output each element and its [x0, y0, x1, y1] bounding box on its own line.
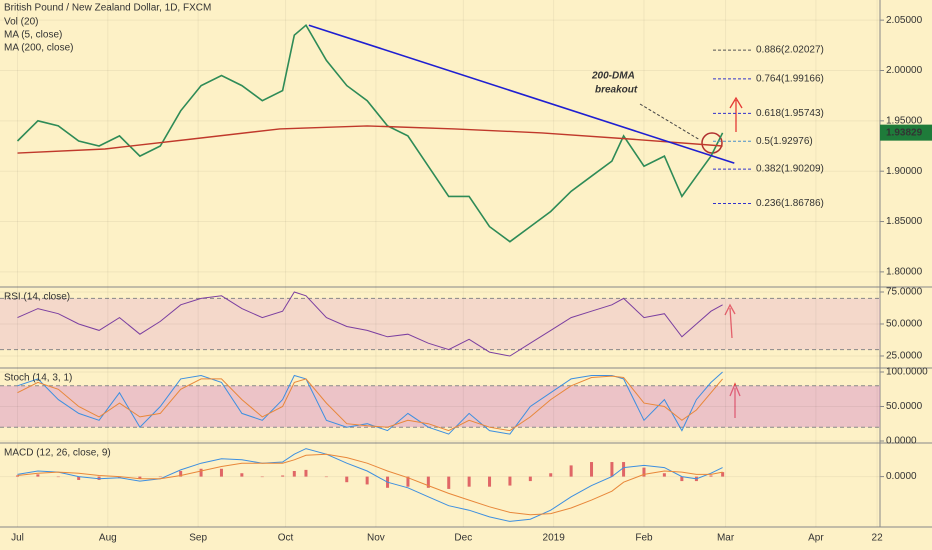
- histogram-bar: [117, 476, 121, 478]
- histogram-bar: [569, 465, 573, 477]
- indicator-label: MA (5, close): [4, 30, 62, 41]
- y-tick-label: 1.80000: [886, 267, 923, 278]
- arrow: [729, 96, 743, 132]
- y-tick-label: 1.95000: [886, 115, 923, 126]
- y-tick-label: 1.90000: [886, 166, 923, 177]
- histogram-bar: [345, 476, 349, 483]
- last-price-label: 1.93829: [886, 127, 923, 138]
- x-tick-label: Aug: [99, 533, 117, 544]
- x-tick-label: Mar: [717, 533, 735, 544]
- x-tick-label: Jul: [11, 533, 24, 544]
- histogram-bar: [97, 476, 101, 480]
- fib-label: 0.382(1.90209): [756, 164, 824, 175]
- histogram-bar: [219, 468, 223, 477]
- y-tick-label: 25.0000: [886, 351, 923, 362]
- x-tick-label: Feb: [635, 533, 653, 544]
- fib-label: 0.764(1.99166): [756, 74, 824, 85]
- histogram-bar: [642, 467, 646, 477]
- y-tick-label: 0.0000: [886, 471, 917, 482]
- arrow: [724, 303, 736, 339]
- histogram-bar: [15, 475, 19, 477]
- dashed-arrow: [639, 103, 701, 141]
- pane-title: British Pound / New Zealand Dollar, 1D, …: [4, 3, 211, 14]
- histogram-bar: [199, 468, 203, 477]
- histogram-bar: [590, 462, 594, 477]
- histogram-bar: [77, 476, 81, 480]
- last-price-box: [880, 124, 932, 141]
- histogram-bar: [260, 476, 264, 478]
- histogram-bar: [365, 476, 369, 485]
- histogram-bar: [549, 473, 553, 477]
- y-tick-label: 0.0000: [886, 436, 917, 447]
- series-line: [16, 23, 724, 243]
- histogram-bar: [324, 476, 328, 478]
- histogram-bar: [680, 476, 684, 482]
- histogram-bar: [138, 476, 142, 479]
- histogram-bar: [292, 471, 296, 477]
- y-tick-label: 2.00000: [886, 65, 923, 76]
- x-tick-label: 22: [872, 533, 884, 544]
- histogram-bar: [56, 476, 60, 478]
- y-tick-label: 50.0000: [886, 401, 923, 412]
- indicator-label: MA (200, close): [4, 43, 73, 54]
- series-line: [17, 453, 723, 516]
- histogram-bar: [240, 473, 244, 477]
- histogram-bar: [281, 475, 285, 477]
- band: [0, 298, 880, 350]
- x-tick-label: Sep: [189, 533, 207, 544]
- x-tick-label: 2019: [543, 533, 566, 544]
- histogram-bar: [610, 462, 614, 477]
- y-tick-label: 1.85000: [886, 216, 923, 227]
- annotation: breakout: [595, 85, 638, 96]
- histogram-bar: [426, 476, 430, 488]
- histogram-bar: [467, 476, 471, 487]
- series-line: [17, 375, 723, 432]
- x-tick-label: Apr: [808, 533, 824, 544]
- series-line: [17, 291, 723, 357]
- fib-label: 0.236(1.86786): [756, 198, 824, 209]
- y-tick-label: 50.0000: [886, 319, 923, 330]
- x-tick-label: Nov: [367, 533, 385, 544]
- histogram-bar: [36, 474, 40, 477]
- histogram-bar: [488, 476, 492, 487]
- histogram-bar: [158, 476, 162, 478]
- histogram-bar: [622, 462, 626, 477]
- histogram-bar: [662, 473, 666, 477]
- series-line: [17, 371, 723, 435]
- pane-title: MACD (12, 26, close, 9): [4, 448, 111, 459]
- histogram-bar: [304, 469, 308, 477]
- series-line: [17, 125, 723, 154]
- indicator-label: Vol (20): [4, 17, 38, 28]
- histogram-bar: [528, 476, 532, 482]
- fib-label: 0.5(1.92976): [756, 136, 813, 147]
- fib-label: 0.886(2.02027): [756, 45, 824, 56]
- x-tick-label: Oct: [278, 533, 294, 544]
- pane-title: RSI (14, close): [4, 292, 70, 303]
- histogram-bar: [179, 471, 183, 477]
- histogram-bar: [508, 476, 512, 486]
- fib-label: 0.618(1.95743): [756, 108, 824, 119]
- histogram-bar: [447, 476, 451, 489]
- histogram-bar: [709, 475, 713, 477]
- y-tick-label: 100.0000: [886, 367, 928, 378]
- series-line: [308, 24, 735, 164]
- series-line: [17, 448, 723, 522]
- pane-title: Stoch (14, 3, 1): [4, 373, 72, 384]
- y-tick-label: 75.0000: [886, 287, 923, 298]
- histogram-bar: [406, 476, 410, 487]
- y-tick-label: 2.05000: [886, 15, 923, 26]
- arrow: [729, 382, 741, 418]
- annotation: 200-DMA: [591, 71, 635, 82]
- histogram-bar: [721, 472, 725, 477]
- x-tick-label: Dec: [454, 533, 472, 544]
